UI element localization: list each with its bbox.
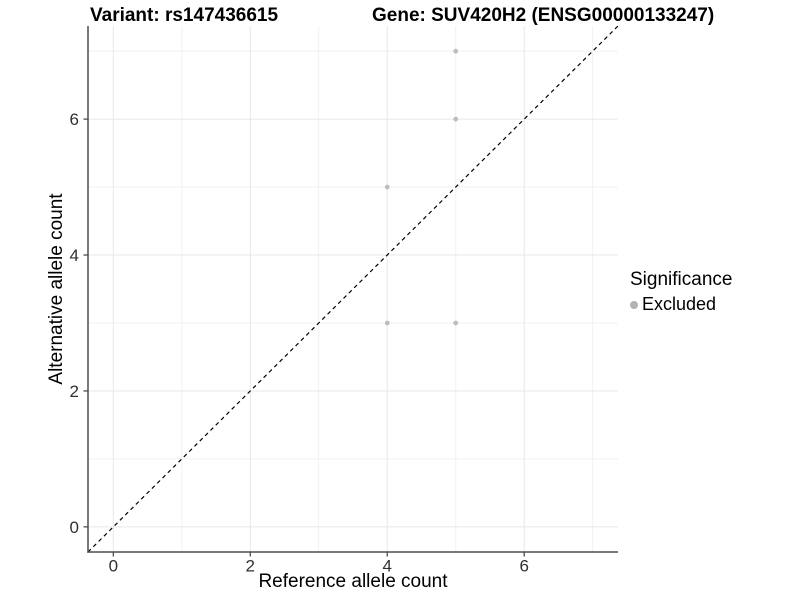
variant-title: Variant: rs147436615 [90, 5, 279, 26]
data-point [384, 320, 390, 326]
data-point [453, 48, 459, 54]
identity-line [87, 25, 619, 553]
x-tick-label: 0 [109, 557, 118, 576]
y-tick-label: 0 [70, 518, 79, 537]
y-tick-label: 4 [70, 246, 79, 265]
legend-title: Significance [630, 269, 733, 290]
x-tick-label: 4 [383, 557, 392, 576]
y-tick-label: 6 [70, 110, 79, 129]
data-point [384, 184, 390, 190]
y-tick-label: 2 [70, 382, 79, 401]
x-tick-label: 6 [519, 557, 528, 576]
x-tick-label: 2 [246, 557, 255, 576]
y-axis-title: Alternative allele count [46, 193, 67, 385]
gene-title: Gene: SUV420H2 (ENSG00000133247) [372, 5, 715, 26]
legend-entry-excluded: Excluded [630, 294, 732, 315]
data-point [453, 116, 459, 122]
data-point [453, 320, 459, 326]
legend-point-icon [630, 300, 638, 309]
legend: Significance Excluded [630, 269, 732, 315]
x-axis-title: Reference allele count [258, 571, 448, 592]
legend-entry-label: Excluded [642, 294, 717, 314]
